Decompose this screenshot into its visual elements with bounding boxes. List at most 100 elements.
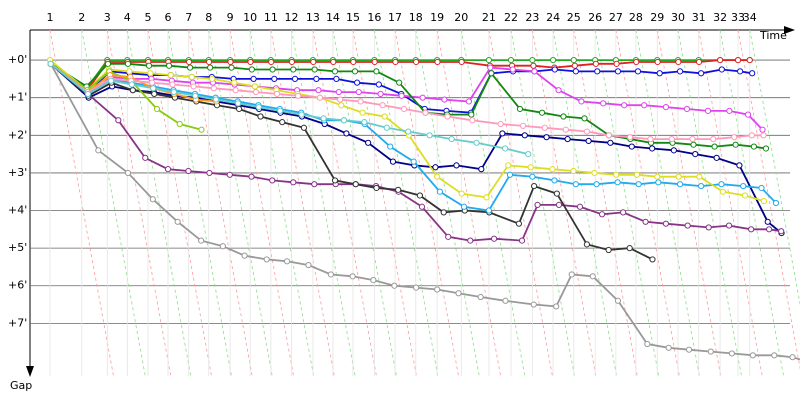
data-point	[740, 182, 747, 190]
data-point	[704, 107, 712, 114]
data-point	[248, 66, 255, 73]
data-point	[499, 130, 506, 137]
data-point	[473, 139, 480, 146]
data-point	[460, 203, 468, 210]
x-tick-label: 15	[346, 11, 360, 24]
x-tick-label: 19	[430, 11, 444, 24]
y-axis-arrow	[26, 366, 34, 377]
data-point	[142, 154, 149, 161]
x-tick-label: 3	[104, 11, 111, 24]
data-point	[277, 107, 284, 114]
data-point	[759, 126, 766, 133]
data-point	[370, 276, 377, 284]
data-point	[656, 70, 663, 77]
data-point	[585, 137, 592, 145]
data-point	[710, 135, 717, 143]
data-point	[333, 75, 340, 82]
data-point	[519, 122, 527, 130]
x-tick-label: 10	[243, 11, 257, 24]
data-point	[252, 88, 260, 96]
time-line	[488, 29, 553, 377]
data-point	[789, 354, 796, 361]
data-point	[169, 81, 176, 88]
data-point	[357, 98, 364, 105]
data-point	[235, 105, 243, 113]
data-point	[581, 115, 588, 122]
data-point	[269, 66, 276, 73]
time-line	[394, 29, 459, 377]
data-point	[538, 109, 546, 116]
data-point	[269, 177, 276, 184]
data-point	[335, 88, 342, 96]
data-point	[713, 154, 720, 161]
data-point	[589, 273, 596, 280]
x-tick-label: 20	[454, 11, 468, 24]
data-point	[572, 181, 579, 188]
x-tick-label: 2	[78, 11, 85, 24]
data-point	[726, 107, 733, 114]
data-point	[692, 151, 699, 158]
data-point	[170, 88, 177, 96]
data-point	[398, 92, 405, 99]
data-point	[343, 130, 350, 137]
data-point	[572, 68, 579, 75]
data-point	[534, 201, 541, 208]
data-point	[434, 173, 441, 180]
data-point	[231, 79, 238, 86]
x-axis-label: Time	[759, 29, 787, 42]
data-point	[654, 173, 661, 180]
data-point	[126, 68, 133, 75]
data-point	[248, 173, 255, 180]
data-point	[251, 83, 259, 90]
data-point	[564, 135, 571, 143]
time-line	[249, 29, 315, 377]
data-point	[718, 66, 725, 73]
data-point	[684, 222, 691, 229]
data-point	[665, 344, 672, 351]
data-point	[505, 162, 512, 169]
data-point	[453, 162, 460, 169]
data-point	[373, 184, 380, 192]
data-point	[711, 143, 718, 150]
data-point	[185, 167, 192, 175]
x-tick-label: 24	[546, 11, 560, 24]
data-point	[320, 115, 327, 122]
data-point	[718, 181, 725, 188]
time-line	[81, 29, 146, 377]
data-point	[434, 58, 441, 66]
data-point	[516, 105, 524, 113]
data-point	[485, 207, 493, 214]
data-point	[670, 147, 677, 154]
data-point	[570, 56, 577, 64]
time-line	[552, 29, 617, 377]
data-point	[436, 188, 444, 195]
time-line	[208, 29, 273, 377]
data-point	[316, 94, 323, 101]
data-point	[531, 182, 538, 190]
data-point	[614, 297, 622, 304]
data-point	[351, 68, 359, 75]
data-point	[227, 58, 234, 66]
x-tick-label: 8	[205, 11, 212, 24]
data-point	[668, 135, 675, 143]
x-tick-label: 6	[165, 11, 172, 24]
data-point	[760, 198, 768, 205]
data-point	[553, 190, 560, 197]
data-point	[593, 181, 600, 188]
data-point	[555, 201, 563, 208]
data-point	[298, 111, 305, 118]
data-point	[198, 237, 205, 244]
data-point	[354, 79, 361, 86]
data-point	[764, 218, 771, 225]
data-point	[734, 56, 742, 64]
data-point	[633, 58, 640, 66]
data-point	[310, 58, 317, 66]
data-point	[644, 340, 651, 348]
data-point	[413, 284, 420, 291]
data-point	[234, 100, 242, 107]
data-point	[410, 158, 417, 165]
data-point	[352, 181, 359, 188]
data-point	[760, 132, 767, 139]
data-point	[483, 194, 490, 201]
